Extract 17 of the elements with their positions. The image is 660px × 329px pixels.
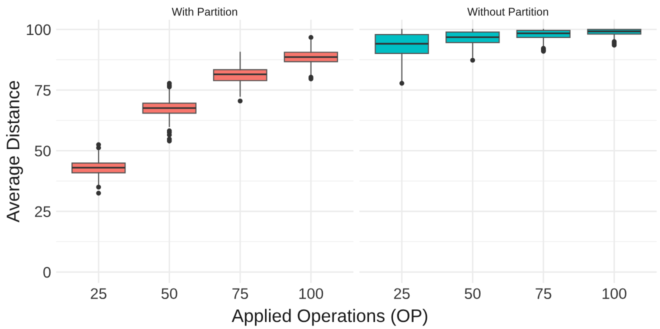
x-tick-label: 75: [536, 288, 552, 300]
chart-title: Without Partition: [467, 8, 548, 16]
y-tick-label: 0: [43, 266, 51, 278]
x-axis-title: Applied Operations (OP): [232, 308, 428, 326]
x-tick-label: 100: [602, 288, 626, 300]
chart-title: With Partition: [172, 8, 238, 16]
x-tick-label: 75: [232, 288, 248, 300]
y-tick-label: 100: [26, 24, 51, 36]
y-tick-label: 50: [34, 146, 51, 156]
x-tick-label: 50: [464, 288, 481, 300]
y-tick-label: 25: [35, 206, 51, 218]
y-axis-title: Average Distance: [6, 81, 23, 222]
x-tick-label: 25: [90, 288, 106, 300]
x-tick-label: 25: [394, 288, 410, 300]
y-tick-label: 75: [35, 85, 51, 96]
x-tick-label: 100: [299, 288, 324, 300]
x-tick-label: 50: [161, 288, 178, 300]
